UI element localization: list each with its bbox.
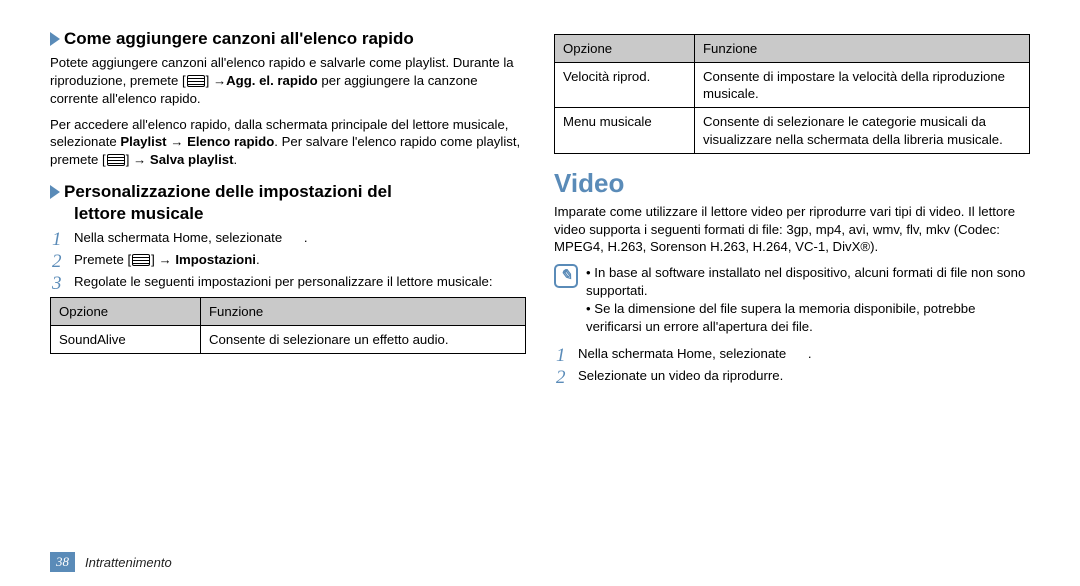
heading-quicklist: Come aggiungere canzoni all'elenco rapid…	[50, 28, 526, 50]
steps-video: Nella schermata Home, selezionate . Sele…	[554, 345, 1030, 385]
para-video-intro: Imparate come utilizzare il lettore vide…	[554, 203, 1030, 256]
app-icon	[286, 230, 304, 244]
td-menu: Menu musicale	[555, 108, 695, 153]
p2-end: .	[233, 152, 237, 167]
p1-strong: Agg. el. rapido	[226, 73, 318, 88]
p2-ar: →	[167, 134, 188, 149]
heading-quicklist-text: Come aggiungere canzoni all'elenco rapid…	[64, 29, 414, 48]
heading-video: Video	[554, 168, 1030, 199]
p1-mid: ] →	[206, 73, 227, 88]
p2-b1: Playlist	[120, 134, 166, 149]
s1-pre: Nella schermata Home, selezionate	[74, 230, 286, 245]
th-funzione-r: Funzione	[695, 35, 1030, 63]
s2-end: .	[256, 252, 260, 267]
note-list: In base al software installato nel dispo…	[586, 264, 1030, 335]
chevron-icon	[50, 185, 60, 199]
vs1-pre: Nella schermata Home, selezionate	[578, 346, 790, 361]
vstep-2: Selezionate un video da riprodurre.	[578, 367, 1030, 385]
s2-b: Impostazioni	[175, 252, 256, 267]
menu-icon	[107, 154, 125, 166]
note-box: ✎ In base al software installato nel dis…	[554, 264, 1030, 335]
app-icon	[790, 346, 808, 360]
td-soundalive-desc: Consente di selezionare un effetto audio…	[201, 325, 526, 353]
s2-mid: ] →	[151, 252, 175, 267]
step-2: Premete [ ] → Impostazioni.	[74, 251, 526, 269]
th-opzione-r: Opzione	[555, 35, 695, 63]
step-3: Regolate le seguenti impostazioni per pe…	[74, 273, 526, 291]
td-speed: Velocità riprod.	[555, 63, 695, 108]
table-options-right: Opzione Funzione Velocità riprod. Consen…	[554, 34, 1030, 154]
p2-b3: Salva playlist	[150, 152, 234, 167]
h2a: Personalizzazione delle impostazioni del	[64, 182, 392, 201]
s3: Regolate le seguenti impostazioni per pe…	[74, 274, 493, 289]
s2-pre: Premete [	[74, 252, 131, 267]
h2b: lettore musicale	[50, 203, 526, 225]
td-soundalive: SoundAlive	[51, 325, 201, 353]
chevron-icon	[50, 32, 60, 46]
td-menu-desc: Consente di selezionare le categorie mus…	[695, 108, 1030, 153]
p2-post: ] →	[126, 152, 150, 167]
step-1: Nella schermata Home, selezionate .	[74, 229, 526, 247]
vs1-post: .	[808, 346, 812, 361]
th-opzione: Opzione	[51, 297, 201, 325]
table-options-left: Opzione Funzione SoundAlive Consente di …	[50, 297, 526, 354]
page-number: 38	[50, 552, 75, 572]
menu-icon	[132, 254, 150, 266]
s1-post: .	[304, 230, 308, 245]
steps-customize: Nella schermata Home, selezionate . Prem…	[50, 229, 526, 290]
para-quicklist-2: Per accedere all'elenco rapido, dalla sc…	[50, 116, 526, 169]
note-2: Se la dimensione del file supera la memo…	[586, 300, 1030, 336]
footer: 38 Intrattenimento	[50, 552, 172, 572]
td-speed-desc: Consente di impostare la velocità della …	[695, 63, 1030, 108]
section-name: Intrattenimento	[85, 555, 172, 570]
th-funzione: Funzione	[201, 297, 526, 325]
note-1: In base al software installato nel dispo…	[586, 264, 1030, 300]
p2-b2: Elenco rapido	[187, 134, 274, 149]
vstep-1: Nella schermata Home, selezionate .	[578, 345, 1030, 363]
para-quicklist-1: Potete aggiungere canzoni all'elenco rap…	[50, 54, 526, 107]
note-icon: ✎	[554, 264, 578, 288]
menu-icon	[187, 75, 205, 87]
heading-customize: Personalizzazione delle impostazioni del…	[50, 181, 526, 225]
